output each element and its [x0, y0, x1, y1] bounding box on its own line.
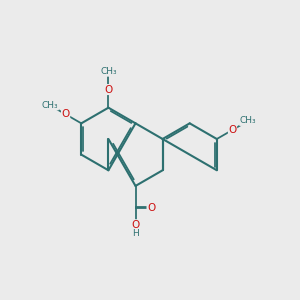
Text: O: O	[131, 220, 140, 230]
Text: CH₃: CH₃	[42, 101, 58, 110]
Text: CH₃: CH₃	[240, 116, 256, 125]
Text: O: O	[61, 109, 70, 119]
Text: H: H	[132, 229, 139, 238]
Text: O: O	[228, 125, 237, 135]
Text: O: O	[104, 85, 112, 94]
Text: CH₃: CH₃	[100, 67, 117, 76]
Text: O: O	[147, 203, 155, 214]
